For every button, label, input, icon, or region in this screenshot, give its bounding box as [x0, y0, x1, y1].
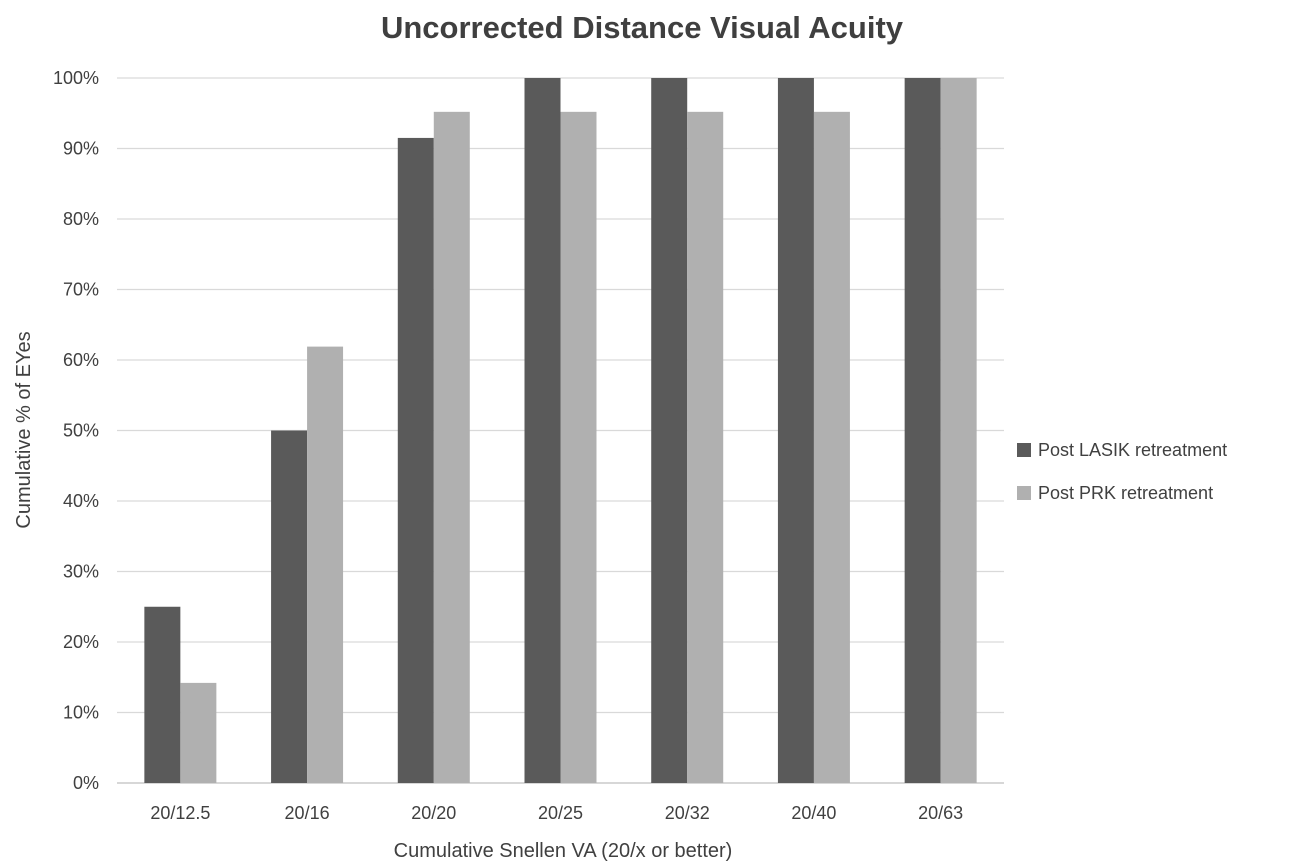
- legend-swatch: [1017, 486, 1031, 500]
- bar-prk: [180, 682, 217, 783]
- legend-label: Post LASIK retreatment: [1038, 440, 1227, 460]
- bar-lasik: [524, 78, 561, 783]
- bar-prk: [433, 111, 470, 784]
- y-tick-label: 70%: [63, 280, 99, 300]
- bar-prk: [813, 111, 850, 784]
- y-tick-label: 30%: [63, 562, 99, 582]
- y-tick-label: 20%: [63, 632, 99, 652]
- bar-lasik: [144, 606, 181, 783]
- y-tick-label: 0%: [73, 773, 99, 793]
- bar-lasik: [651, 78, 688, 783]
- y-tick-label: 90%: [63, 139, 99, 159]
- y-tick-label: 10%: [63, 703, 99, 723]
- y-tick-label: 60%: [63, 350, 99, 370]
- y-axis-ticks: 0% 10% 20% 30% 40% 50% 60% 70% 80% 90% 100%: [53, 68, 99, 793]
- x-tick-label: 20/32: [665, 803, 710, 823]
- bar-prk: [940, 78, 977, 783]
- bar-prk: [687, 111, 724, 784]
- x-tick-label: 20/12.5: [150, 803, 210, 823]
- y-axis-label: Cumulative % of EYes: [13, 331, 35, 528]
- bar-lasik: [904, 78, 941, 783]
- legend: Post LASIK retreatment Post PRK retreatme…: [1017, 440, 1227, 503]
- x-tick-label: 20/20: [411, 803, 456, 823]
- bars: [144, 78, 977, 784]
- y-tick-label: 100%: [53, 68, 99, 88]
- y-tick-label: 50%: [63, 421, 99, 441]
- bar-lasik: [397, 137, 434, 784]
- y-tick-label: 80%: [63, 209, 99, 229]
- x-tick-label: 20/40: [791, 803, 836, 823]
- bar-prk: [307, 346, 344, 783]
- bar-lasik: [777, 78, 814, 783]
- legend-swatch: [1017, 443, 1031, 457]
- chart-title: Uncorrected Distance Visual Acuity: [381, 10, 904, 45]
- x-axis-ticks: 20/12.5 20/16 20/20 20/25 20/32 20/40 20/63: [150, 803, 963, 823]
- x-axis-label: Cumulative Snellen VA (20/x or better): [394, 840, 733, 862]
- x-tick-label: 20/16: [285, 803, 330, 823]
- y-tick-label: 40%: [63, 491, 99, 511]
- bar-lasik: [271, 430, 308, 783]
- x-tick-label: 20/63: [918, 803, 963, 823]
- legend-label: Post PRK retreatment: [1038, 483, 1213, 503]
- bar-prk: [560, 111, 597, 784]
- x-tick-label: 20/25: [538, 803, 583, 823]
